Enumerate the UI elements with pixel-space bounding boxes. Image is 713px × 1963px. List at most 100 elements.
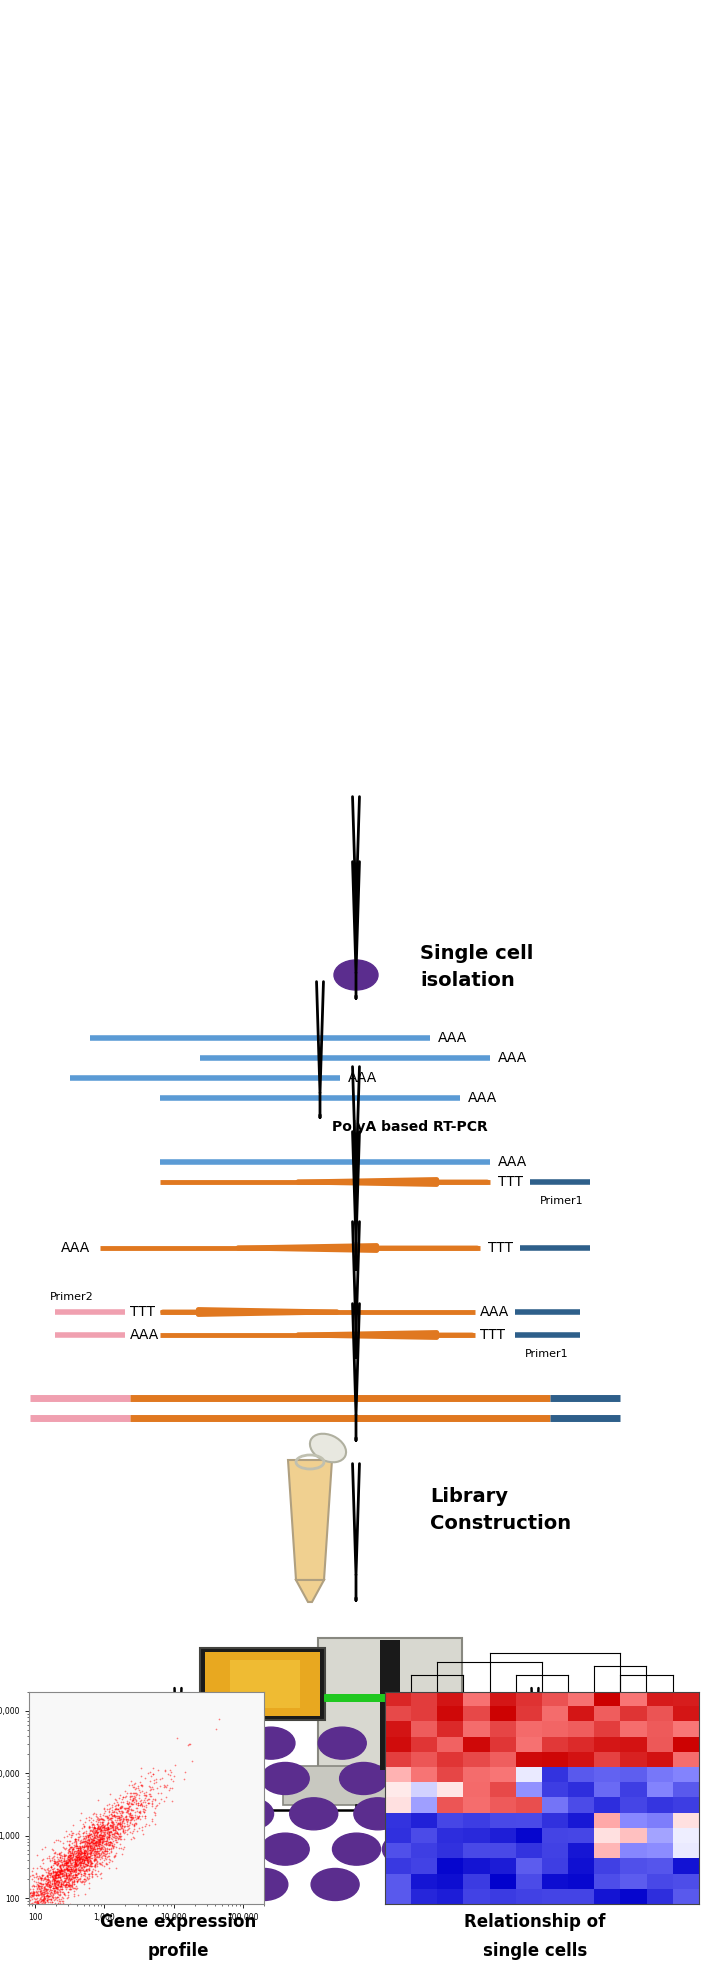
Point [39, 1888, 50, 1920]
Point [55, 1839, 66, 1871]
Point [144, 1757, 155, 1788]
Point [62, 1877, 73, 1908]
Point [62, 1847, 73, 1879]
Point [43, 1869, 55, 1900]
Point [122, 1788, 133, 1820]
Point [64, 1839, 76, 1871]
Point [88, 1822, 100, 1853]
Point [86, 1808, 98, 1839]
Point [150, 1767, 162, 1798]
Point [126, 1802, 138, 1833]
Point [97, 1833, 108, 1865]
Point [33, 1888, 44, 1920]
Point [35, 1877, 46, 1908]
Point [89, 1839, 101, 1871]
Point [90, 1826, 101, 1857]
Point [27, 1873, 39, 1904]
Point [73, 1843, 85, 1875]
Point [78, 1859, 89, 1890]
Point [22, 1881, 34, 1912]
Point [73, 1837, 85, 1869]
Point [120, 1792, 132, 1824]
Point [84, 1831, 96, 1863]
Point [109, 1841, 120, 1873]
Point [51, 1894, 63, 1926]
Point [107, 1806, 118, 1837]
Point [57, 1855, 68, 1886]
Point [91, 1830, 102, 1861]
Point [49, 1855, 61, 1886]
Point [6, 1920, 18, 1951]
Point [39, 1898, 50, 1930]
Point [87, 1831, 98, 1863]
Point [116, 1800, 128, 1831]
Point [74, 1830, 86, 1861]
Point [53, 1861, 65, 1892]
Point [64, 1843, 76, 1875]
Point [96, 1837, 107, 1869]
Point [90, 1820, 101, 1851]
Point [88, 1828, 99, 1859]
Point [58, 1877, 70, 1908]
Point [127, 1771, 138, 1802]
Point [44, 1861, 56, 1892]
Point [35, 1892, 46, 1924]
Point [82, 1826, 93, 1857]
Point [48, 1877, 59, 1908]
Point [31, 1892, 43, 1924]
Point [63, 1855, 75, 1886]
Point [80, 1826, 91, 1857]
Point [53, 1855, 64, 1886]
Point [90, 1826, 101, 1857]
Point [31, 1896, 42, 1928]
Point [52, 1869, 63, 1900]
Point [115, 1814, 126, 1845]
Point [78, 1843, 89, 1875]
Point [66, 1845, 78, 1877]
Point [47, 1873, 58, 1904]
Point [89, 1812, 101, 1843]
Point [66, 1845, 78, 1877]
Point [110, 1804, 121, 1835]
Point [73, 1830, 85, 1861]
Point [14, 1918, 26, 1949]
Point [43, 1894, 55, 1926]
Point [124, 1780, 135, 1812]
Point [65, 1839, 76, 1871]
Point [130, 1778, 141, 1810]
Point [57, 1851, 68, 1883]
Point [48, 1837, 59, 1869]
Point [33, 1867, 44, 1898]
Point [117, 1780, 128, 1812]
Point [86, 1839, 97, 1871]
Point [48, 1869, 59, 1900]
Point [81, 1837, 93, 1869]
Point [113, 1808, 124, 1839]
Point [46, 1881, 57, 1912]
Point [85, 1847, 96, 1879]
Point [86, 1812, 98, 1843]
Point [179, 1757, 190, 1788]
Point [44, 1859, 56, 1890]
Point [35, 1863, 46, 1894]
Point [43, 1892, 54, 1924]
Point [52, 1859, 63, 1890]
Point [0, 1902, 3, 1934]
Point [98, 1812, 110, 1843]
Point [121, 1786, 133, 1818]
Point [21, 1869, 32, 1900]
Point [91, 1843, 102, 1875]
Point [91, 1814, 103, 1845]
Point [17, 1869, 29, 1900]
Point [80, 1845, 91, 1877]
Point [123, 1804, 134, 1835]
Point [68, 1865, 80, 1896]
Point [68, 1845, 79, 1877]
Point [80, 1830, 91, 1861]
Point [86, 1857, 97, 1888]
Point [97, 1831, 108, 1863]
Point [65, 1863, 76, 1894]
Point [70, 1849, 81, 1881]
Point [39, 1871, 50, 1902]
Point [127, 1800, 138, 1831]
